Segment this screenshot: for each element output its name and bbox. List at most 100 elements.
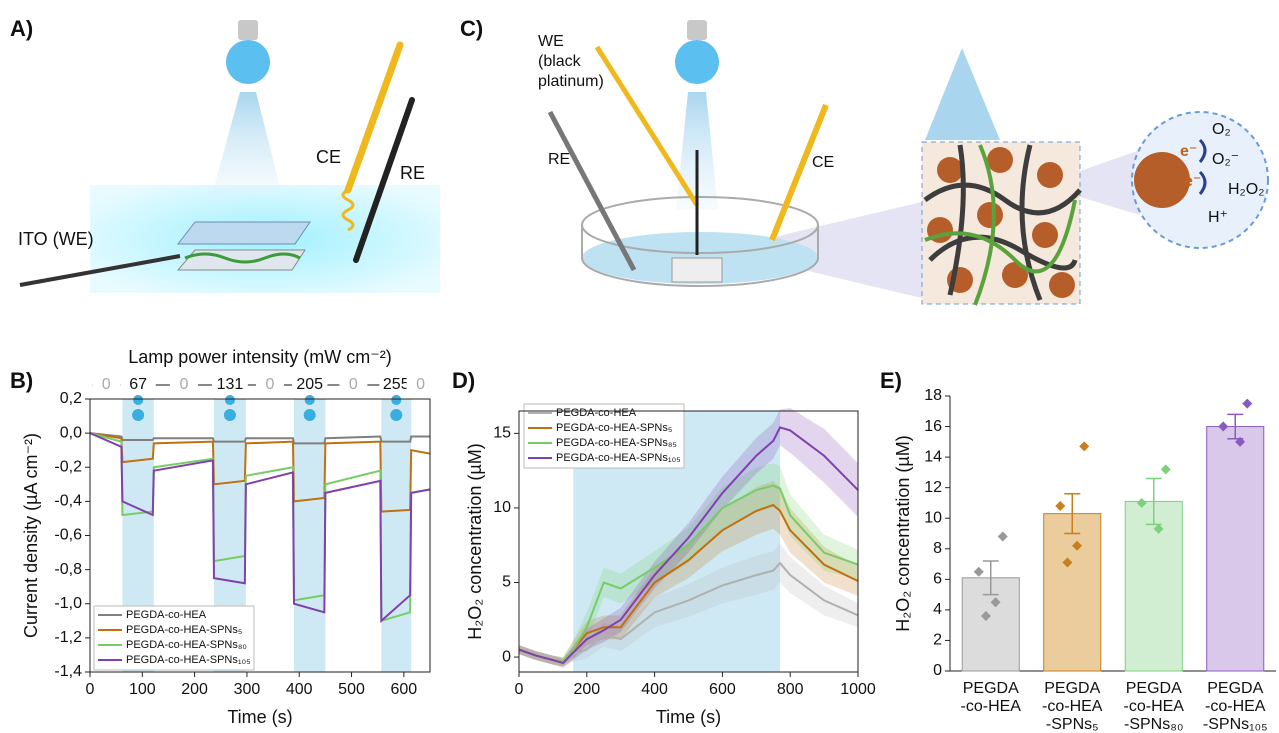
bulb-icon: [223, 395, 236, 422]
label-bg: [406, 376, 435, 394]
x-axis-label: Time (s): [656, 707, 721, 727]
x-tick-label: 400: [641, 681, 668, 698]
light-cone: [212, 92, 282, 195]
y-tick-label: -1,0: [54, 595, 82, 612]
x-tick-label: 600: [390, 681, 417, 698]
x-tick-label: -SPNs₈₀: [1124, 716, 1184, 733]
ce-rod: [769, 103, 829, 242]
label-bg: [92, 376, 121, 394]
error-bar: [1064, 493, 1081, 535]
polymer: [924, 144, 1077, 306]
x-tick-label: 600: [709, 681, 736, 698]
y-tick-label: 0,0: [60, 424, 82, 441]
data-point: [1136, 497, 1147, 508]
label-bg: [295, 376, 324, 394]
y-tick-label: 4: [933, 601, 942, 618]
y-tick-label: 0: [502, 648, 511, 665]
label: CE: [812, 154, 834, 171]
y-tick-label: -1,4: [54, 663, 82, 680]
x-tick-label: 200: [181, 681, 208, 698]
data-point: [973, 566, 984, 577]
y-tick-label: -0,2: [54, 458, 82, 475]
x-tick-label: 0: [515, 681, 524, 698]
legend-label: PEGDA-co-HEA-SPNs₅: [556, 422, 672, 434]
label-bg: [255, 376, 284, 394]
ito-wire: [19, 254, 181, 287]
panel-a: A) ITO (WE) CE RE: [10, 16, 440, 293]
series-line: [89, 432, 431, 624]
x-tick-label: -co-HEA: [961, 698, 1022, 715]
legend-label: PEGDA-co-HEA: [126, 609, 207, 621]
label: e⁻: [1180, 143, 1197, 160]
label: RE: [400, 163, 425, 183]
label: H₂O₂: [1228, 181, 1264, 198]
y-tick-label: 6: [933, 571, 942, 588]
label: RE: [548, 151, 570, 168]
bulb-cap: [687, 20, 707, 40]
x-tick-label: 400: [286, 681, 313, 698]
panel-letter: D): [452, 368, 475, 393]
y-tick-label: 15: [493, 425, 511, 442]
y-tick-label: -1,2: [54, 629, 82, 646]
bar: [1043, 513, 1102, 672]
x-tick-label: -co-HEA: [1042, 698, 1103, 715]
panel-letter: B): [10, 368, 33, 393]
hydrogel: [184, 252, 301, 264]
x-tick-label: 200: [573, 681, 600, 698]
re-rod: [547, 110, 637, 272]
y-tick-label: 10: [924, 509, 942, 526]
label-bg: [169, 376, 198, 394]
y-tick-label: 8: [933, 540, 942, 557]
series-line: [89, 432, 430, 445]
error-bar: [982, 560, 999, 596]
y-tick-label: 0,2: [60, 390, 82, 407]
label: e⁻: [1184, 173, 1201, 190]
x-axis-label: Time (s): [227, 707, 292, 727]
legend-label: PEGDA-co-HEA-SPNs₈₅: [556, 437, 677, 449]
x-tick-label: -co-HEA: [1205, 698, 1266, 715]
data-point: [1072, 540, 1083, 551]
y-axis-label: H₂O₂ concentration (µM): [465, 443, 485, 639]
y-tick-label: 2: [933, 632, 942, 649]
legend-label: PEGDA-co-HEA-SPNs₅: [126, 624, 242, 636]
zoom-wedge: [720, 200, 930, 300]
re-rod: [353, 97, 415, 263]
data-point: [1235, 436, 1246, 447]
intensity-label: 0: [265, 376, 274, 393]
data-point: [1242, 398, 1253, 409]
x-tick-label: PEGDA: [963, 680, 1019, 697]
series-line: [518, 426, 859, 665]
dish-rim: [581, 196, 819, 254]
slide-top: [176, 221, 311, 245]
y-tick-label: 12: [924, 479, 942, 496]
label: ITO (WE): [18, 229, 94, 249]
error-band: [519, 543, 858, 668]
x-tick-label: PEGDA: [1126, 680, 1182, 697]
data-point: [1062, 557, 1073, 568]
data-point: [1153, 523, 1164, 534]
legend-label: PEGDA-co-HEA-SPNs₈₀: [126, 639, 247, 651]
y-axis-label: Current density (µA cm⁻²): [21, 433, 41, 638]
y-tick-label: 14: [924, 448, 942, 465]
y-tick-label: 10: [493, 499, 511, 516]
label-bg: [124, 376, 153, 394]
arrow: [1198, 138, 1207, 195]
top-title: Lamp power intensity (mW cm⁻²): [128, 347, 392, 367]
x-tick-label: 800: [777, 681, 804, 698]
bar: [1206, 426, 1265, 672]
panel-c: C) WE (black platinum) RE CE e⁻ e⁻ O₂ O₂…: [460, 16, 1269, 306]
panel-letter: C): [460, 16, 483, 41]
x-tick-label: -co-HEA: [1124, 698, 1185, 715]
data-point: [990, 597, 1001, 608]
label-bg: [382, 376, 411, 394]
label: O₂: [1212, 121, 1231, 138]
legend-label: PEGDA-co-HEA: [556, 407, 637, 419]
intensity-label: 205: [296, 376, 323, 393]
intensity-label: 67: [129, 376, 147, 393]
data-point: [1055, 501, 1066, 511]
y-tick-label: -0,4: [54, 493, 82, 510]
label: platinum): [538, 73, 604, 90]
data-point: [1218, 421, 1229, 432]
bulb-cap: [238, 20, 258, 40]
y-tick-label: 5: [502, 574, 511, 591]
